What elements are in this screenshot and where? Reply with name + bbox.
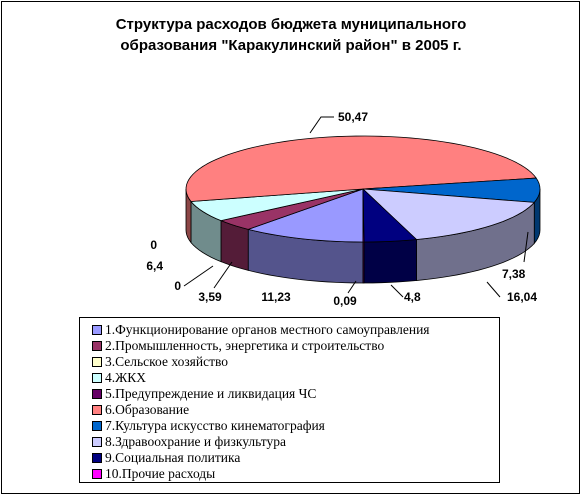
chart-title-line-1: Структура расходов бюджета муниципальног…	[115, 16, 467, 33]
legend-label-9: 9.Социальная политика	[105, 450, 241, 465]
legend: 1.Функционирование органов местного само…	[79, 317, 500, 483]
legend-item-4: 4.ЖКХ	[92, 370, 499, 386]
legend-item-10: 10.Прочие расходы	[92, 466, 499, 482]
legend-swatch-1	[92, 325, 102, 335]
pie-slice-1	[247, 188, 364, 243]
legend-swatch-5	[92, 389, 102, 399]
legend-swatch-3	[92, 357, 102, 367]
data-label-10: 0,09	[333, 294, 357, 308]
legend-item-3: 3.Сельское хозяйство	[92, 354, 499, 370]
legend-swatch-4	[92, 373, 102, 383]
pie-slice-9	[362, 188, 417, 243]
data-label-6: 50,47	[338, 110, 368, 124]
legend-label-2: 2.Промышленность, энергетика и строитель…	[105, 338, 385, 353]
data-label-2: 3,59	[198, 290, 222, 304]
legend-item-1: 1.Функционирование органов местного само…	[92, 322, 499, 338]
data-label-1: 11,23	[261, 290, 291, 304]
legend-swatch-9	[92, 453, 102, 463]
pie-side-10	[362, 241, 365, 284]
data-label-5: 0	[150, 238, 157, 252]
legend-item-6: 6.Образование	[92, 402, 499, 418]
legend-label-5: 5.Предупреждение и ликвидация ЧС	[105, 386, 317, 401]
legend-swatch-2	[92, 341, 102, 351]
pie-slice-7	[362, 177, 541, 203]
legend-label-8: 8.Здравоохрание и физкультура	[105, 434, 286, 449]
data-label-9: 4,8	[404, 290, 421, 304]
pie-slice-8	[362, 188, 535, 240]
pie-slice-6	[185, 135, 537, 202]
legend-label-4: 4.ЖКХ	[105, 370, 146, 385]
legend-label-6: 6.Образование	[105, 402, 190, 417]
legend-swatch-6	[92, 405, 102, 415]
label-leader-7	[523, 231, 529, 263]
data-label-3: 0	[174, 279, 181, 293]
label-leader-3	[183, 265, 214, 287]
pie-sides	[185, 188, 541, 284]
legend-item-2: 2.Промышленность, энергетика и строитель…	[92, 338, 499, 354]
label-leaders	[183, 116, 529, 298]
legend-item-5: 5.Предупреждение и ликвидация ЧС	[92, 386, 499, 402]
legend-label-10: 10.Прочие расходы	[105, 466, 216, 481]
data-label-4: 6,4	[146, 259, 163, 273]
pie-slice-4	[190, 188, 364, 222]
legend-swatch-7	[92, 421, 102, 431]
label-leader-8	[486, 281, 501, 298]
label-leader-9	[390, 284, 404, 298]
pie-slice-10	[362, 188, 365, 243]
legend-item-7: 7.Культура искусство кинематография	[92, 418, 499, 434]
label-leader-6	[309, 116, 334, 134]
pie-top	[185, 135, 541, 243]
label-leader-2	[213, 261, 233, 289]
legend-label-7: 7.Культура искусство кинематография	[105, 418, 325, 433]
legend-item-9: 9.Социальная политика	[92, 450, 499, 466]
pie-side-9	[363, 239, 417, 284]
legend-item-8: 8.Здравоохрание и физкультура	[92, 434, 499, 450]
legend-swatch-10	[92, 469, 102, 479]
legend-swatch-8	[92, 437, 102, 447]
chart-title: Структура расходов бюджета муниципальног…	[0, 14, 582, 56]
legend-label-1: 1.Функционирование органов местного само…	[105, 322, 430, 337]
pie-slice-2	[220, 188, 364, 230]
label-leader-10	[347, 280, 357, 294]
data-labels: 11,23 3,59 0 6,4 0 50,47 7,38 16,04 4,8 0,09	[146, 110, 537, 308]
data-label-8: 16,04	[507, 290, 537, 304]
data-label-7: 7,38	[502, 267, 526, 281]
chart-title-line-2: образования "Каракулинский район" в 2005…	[120, 37, 462, 54]
legend-label-3: 3.Сельское хозяйство	[105, 354, 229, 369]
